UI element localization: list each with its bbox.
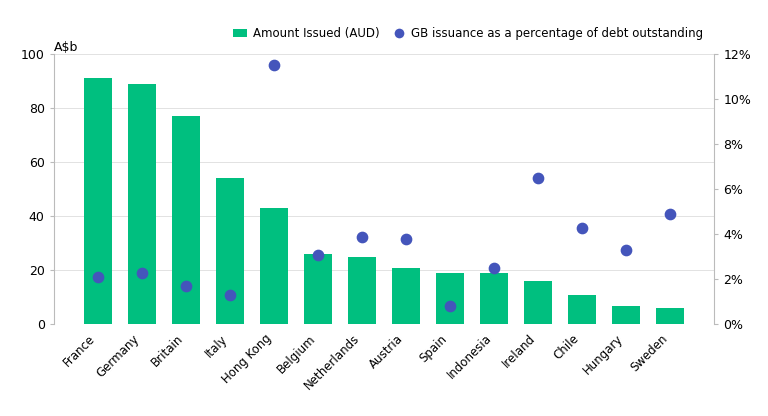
Point [356,233,368,240]
Point [400,235,412,242]
Bar [348,257,376,324]
Bar [392,268,420,324]
Bar [435,273,465,324]
Bar [303,254,333,324]
Point [664,211,676,218]
Point [488,265,500,272]
Bar [480,273,508,324]
Legend: Amount Issued (AUD), GB issuance as a percentage of debt outstanding: Amount Issued (AUD), GB issuance as a pe… [228,22,708,45]
Point [444,303,456,310]
Point [531,175,544,181]
Point [180,283,192,290]
Bar [84,78,112,324]
Point [268,62,280,69]
Bar [656,308,684,324]
Bar [172,116,200,324]
Point [576,224,588,231]
Point [224,292,237,299]
Bar [260,208,288,324]
Bar [568,295,596,324]
Point [92,274,104,280]
Text: A$b: A$b [54,41,78,54]
Bar [524,281,552,324]
Bar [611,305,641,324]
Point [620,247,632,253]
Point [312,251,324,258]
Bar [216,178,244,324]
Bar [127,84,157,324]
Point [136,269,148,276]
